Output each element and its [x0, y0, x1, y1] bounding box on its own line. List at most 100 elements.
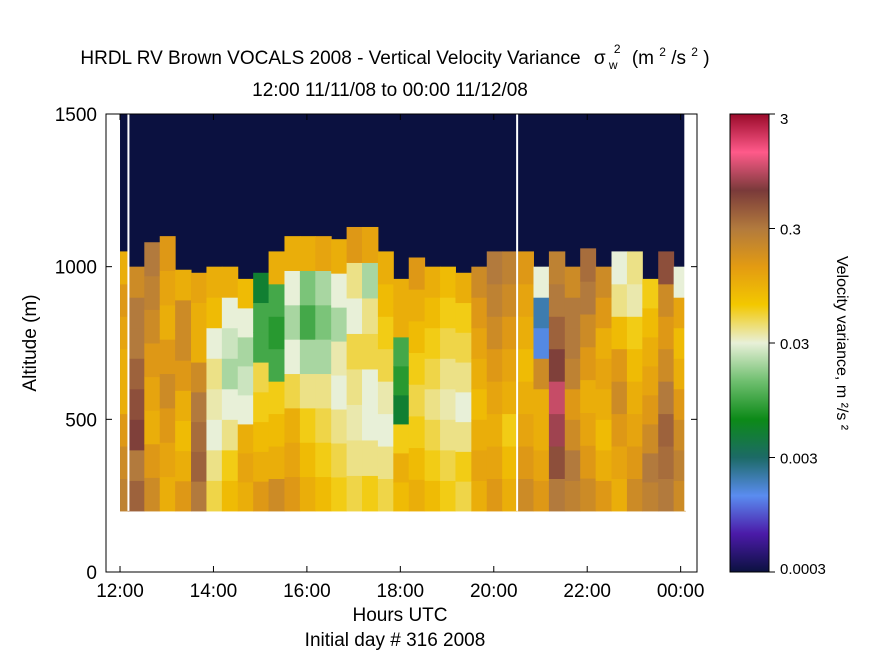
heatmap-cell	[206, 449, 223, 481]
heatmap-cell	[486, 478, 503, 512]
heatmap-cells	[120, 114, 686, 512]
heatmap-cell	[253, 302, 270, 333]
heatmap-cell	[237, 336, 254, 367]
heatmap-cell	[268, 381, 285, 415]
heatmap-cell	[175, 330, 192, 361]
heatmap-cell	[221, 449, 239, 481]
heatmap-cell	[440, 327, 456, 359]
heatmap-cell	[626, 251, 643, 285]
colorbar	[729, 113, 770, 573]
heatmap-cell	[315, 476, 332, 512]
heatmap-cell	[159, 373, 176, 409]
heatmap-cell	[315, 442, 332, 478]
heatmap-cell	[284, 270, 301, 306]
heatmap-cell	[284, 236, 301, 271]
heatmap-cell	[564, 327, 581, 359]
heatmap-cell	[393, 365, 410, 396]
heatmap-cell	[253, 332, 270, 363]
heatmap-cell	[673, 480, 686, 512]
heatmap-cell	[658, 283, 675, 317]
heatmap-cell	[455, 362, 472, 393]
x-axis-label: Hours UTC	[352, 605, 447, 626]
heatmap-cell	[331, 375, 348, 410]
heatmap-cell	[120, 283, 129, 317]
heatmap-cell	[548, 283, 566, 317]
heatmap-cell	[518, 251, 534, 285]
heatmap-cell	[159, 236, 176, 271]
heatmap-cell	[580, 281, 597, 315]
heatmap-cell	[299, 442, 316, 478]
heatmap-cell	[486, 413, 503, 447]
heatmap-cell	[237, 481, 254, 512]
colorbar-tick-label: 0.003	[780, 451, 818, 468]
heatmap-cell	[440, 266, 456, 298]
heatmap-cell	[471, 327, 488, 359]
heatmap-cell	[362, 262, 379, 299]
heatmap-cell	[284, 476, 301, 512]
heatmap-cell	[658, 251, 675, 285]
heatmap-cell	[611, 283, 628, 317]
heatmap-cell	[128, 449, 145, 481]
heatmap-cell	[144, 275, 161, 310]
heatmap-cell	[221, 358, 239, 390]
heatmap-cell	[331, 442, 348, 478]
heatmap-cell	[144, 410, 161, 445]
heatmap-cell	[642, 336, 659, 367]
x-tick-label: 16:00	[283, 581, 331, 602]
heatmap-cell	[284, 407, 301, 443]
heatmap-cell	[377, 251, 394, 285]
heatmap-cell	[580, 248, 597, 282]
heatmap-cell	[362, 404, 379, 441]
heatmap-cell	[580, 412, 597, 446]
heatmap-cell	[221, 419, 239, 451]
heatmap-cell	[377, 283, 394, 317]
heatmap-cell	[580, 313, 597, 348]
heatmap-cell	[548, 413, 566, 447]
heatmap-cell	[175, 299, 192, 331]
heatmap-cell	[673, 266, 686, 298]
heatmap-cell	[377, 413, 394, 447]
heatmap-cell	[502, 251, 518, 285]
heatmap-cell	[533, 480, 550, 512]
heatmap-cell	[502, 413, 518, 447]
heatmap-cell	[206, 266, 223, 298]
heatmap-cell	[346, 226, 363, 263]
heatmap-cell	[377, 348, 394, 382]
heatmap-cell	[518, 478, 534, 512]
title-units: (m	[632, 48, 654, 69]
heatmap-cell	[377, 381, 394, 415]
heatmap-cell	[424, 419, 441, 451]
heatmap-cell	[626, 283, 643, 317]
heatmap-cell	[206, 419, 223, 451]
heatmap-cell	[128, 297, 145, 329]
heatmap-cell	[362, 475, 379, 512]
heatmap-cell	[362, 439, 379, 476]
heatmap-cell	[268, 348, 285, 382]
heatmap-cell	[595, 327, 613, 359]
x-tick-label: 20:00	[470, 581, 518, 602]
heatmap-cell	[440, 388, 456, 420]
y-tick-label: 1000	[55, 258, 97, 279]
heatmap-cell	[611, 413, 628, 447]
heatmap-cell	[518, 413, 534, 447]
heatmap-cell	[191, 391, 207, 423]
heatmap-cell	[424, 480, 441, 512]
heatmap-cell	[362, 368, 379, 405]
heatmap-cell	[191, 481, 207, 512]
heatmap-cell	[346, 475, 363, 512]
heatmap-cell	[502, 316, 518, 350]
heatmap-cell	[144, 376, 161, 411]
heatmap-cell	[237, 278, 254, 309]
x-tick-label: 00:00	[657, 581, 705, 602]
heatmap-cell	[564, 449, 581, 481]
y-tick-label: 0	[86, 563, 97, 584]
title-symbol: σ	[594, 48, 606, 69]
heatmap-cell	[206, 388, 223, 420]
heatmap-cell	[377, 446, 394, 479]
title-main: HRDL RV Brown VOCALS 2008 - Vertical Vel…	[80, 48, 580, 69]
heatmap-cell	[408, 415, 426, 449]
heatmap-cell	[486, 283, 503, 317]
x-tick-label: 14:00	[190, 581, 238, 602]
heatmap-cell	[393, 452, 410, 483]
